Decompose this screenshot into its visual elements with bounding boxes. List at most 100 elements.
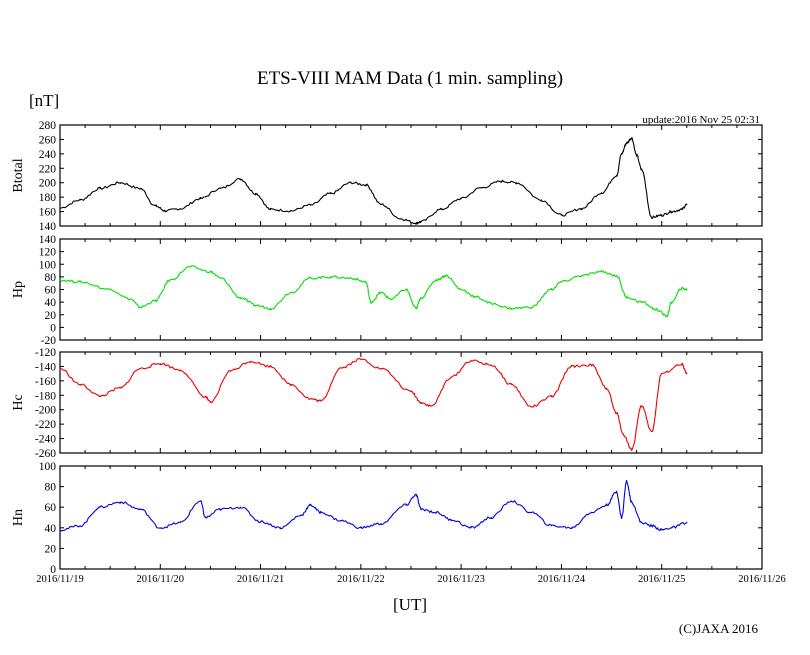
series-line-hp	[59, 265, 688, 318]
panel-frame	[59, 465, 763, 570]
y-tick-label: -120	[35, 347, 56, 359]
data-point	[615, 412, 618, 414]
data-point	[400, 218, 402, 220]
panels-group: 140160180200220240260280Btotal-200204060…	[11, 120, 763, 576]
series-line-btotal	[59, 137, 688, 225]
data-point	[154, 300, 156, 302]
data-point	[340, 519, 342, 522]
data-point	[500, 180, 502, 182]
data-point	[415, 307, 417, 310]
data-point	[686, 203, 688, 205]
data-point	[270, 365, 272, 368]
x-tick-label: 2016/11/20	[137, 574, 184, 585]
data-point	[300, 514, 302, 517]
data-point	[631, 501, 633, 503]
data-point	[626, 480, 628, 483]
x-tick-label: 2016/11/21	[237, 574, 284, 585]
data-point	[605, 387, 608, 389]
y-tick-label: 180	[39, 192, 57, 204]
data-point	[681, 208, 683, 211]
y-tick-label: 20	[45, 543, 57, 555]
data-point	[671, 210, 673, 213]
data-point	[450, 518, 452, 521]
y-tick-label: 0	[50, 564, 56, 576]
data-point	[109, 288, 111, 291]
data-point	[671, 527, 673, 529]
data-point	[405, 288, 407, 291]
data-point	[204, 396, 207, 398]
data-point	[99, 187, 101, 190]
data-point	[380, 367, 382, 370]
data-point	[290, 292, 292, 294]
panel-hn: 0 20 40 60 80 100 Hn	[11, 461, 763, 576]
y-axis-label: Hc	[11, 394, 26, 410]
data-point	[530, 511, 532, 513]
data-point	[320, 400, 322, 402]
data-point	[254, 192, 257, 195]
y-tick-label: 40	[45, 297, 57, 309]
data-point	[661, 373, 663, 375]
data-point	[621, 516, 623, 519]
x-axis-label: [UT]	[393, 595, 427, 614]
data-point	[510, 383, 512, 386]
data-point	[360, 527, 362, 529]
data-point	[420, 297, 422, 299]
data-point	[420, 508, 422, 510]
data-point	[380, 203, 382, 205]
data-point	[229, 370, 232, 372]
data-point	[79, 383, 81, 386]
data-point	[600, 271, 603, 273]
data-point	[590, 364, 593, 366]
data-point	[430, 405, 432, 407]
data-point	[350, 277, 352, 279]
y-tick-label: 200	[39, 178, 57, 190]
data-point	[350, 182, 352, 184]
data-point	[179, 369, 181, 371]
data-point	[330, 276, 332, 278]
chart-title: ETS-VIII MAM Data (1 min. sampling)	[257, 68, 563, 89]
data-point	[169, 279, 171, 281]
data-point	[159, 527, 161, 529]
data-point	[360, 358, 362, 360]
data-point	[590, 511, 593, 513]
y-tick-label: -200	[35, 405, 56, 417]
data-point	[510, 307, 512, 310]
data-point	[59, 367, 61, 370]
data-point	[490, 364, 492, 366]
data-point	[159, 362, 161, 365]
data-point	[570, 365, 573, 368]
data-point	[530, 306, 532, 308]
data-point	[641, 522, 643, 524]
data-point	[219, 508, 222, 510]
data-point	[405, 504, 407, 506]
data-point	[540, 199, 542, 201]
data-point	[59, 207, 61, 209]
data-point	[270, 208, 272, 211]
y-axis-label: Hp	[11, 281, 26, 298]
data-point	[189, 266, 191, 268]
data-point	[79, 525, 81, 527]
data-point	[239, 506, 242, 508]
data-point	[239, 297, 242, 299]
data-point	[470, 360, 472, 362]
y-axis-label: Btotal	[11, 158, 26, 192]
data-point	[270, 307, 272, 310]
y-tick-label: 120	[39, 247, 57, 259]
data-point	[420, 221, 422, 223]
x-tick-label: 2016/11/23	[437, 574, 484, 585]
data-point	[415, 494, 417, 496]
data-point	[139, 367, 141, 370]
data-point	[615, 275, 618, 277]
y-tick-label: 160	[39, 207, 57, 219]
y-tick-label: 220	[39, 163, 57, 175]
data-point	[651, 430, 653, 432]
data-point	[570, 527, 573, 529]
y-tick-label: -140	[35, 361, 56, 373]
data-point	[164, 210, 166, 212]
data-point	[656, 309, 658, 311]
data-point	[530, 406, 532, 408]
data-point	[626, 142, 628, 144]
y-tick-label: 140	[39, 234, 57, 246]
x-tick-label: 2016/11/25	[638, 574, 685, 585]
panel-frame	[59, 238, 763, 341]
